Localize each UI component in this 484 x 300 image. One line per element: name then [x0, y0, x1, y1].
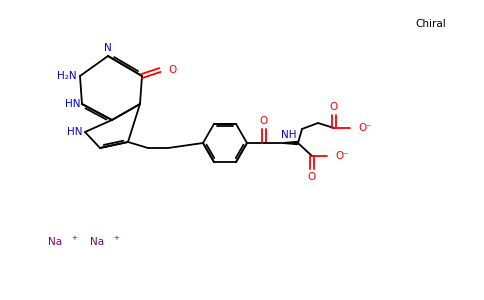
Text: +: +	[71, 235, 77, 241]
Text: Na: Na	[48, 237, 62, 247]
Text: HN: HN	[67, 127, 83, 137]
Text: NH: NH	[281, 130, 297, 140]
Text: O: O	[330, 102, 338, 112]
Text: O⁻: O⁻	[335, 151, 349, 161]
Text: Na: Na	[90, 237, 104, 247]
Text: O: O	[308, 172, 316, 182]
Polygon shape	[280, 142, 298, 145]
Text: O: O	[168, 65, 176, 75]
Text: O: O	[260, 116, 268, 126]
Text: HN: HN	[64, 99, 80, 109]
Text: +: +	[113, 235, 119, 241]
Text: N: N	[104, 43, 112, 53]
Text: O⁻: O⁻	[358, 123, 372, 133]
Text: H₂N: H₂N	[58, 71, 77, 81]
Text: Chiral: Chiral	[415, 19, 446, 29]
